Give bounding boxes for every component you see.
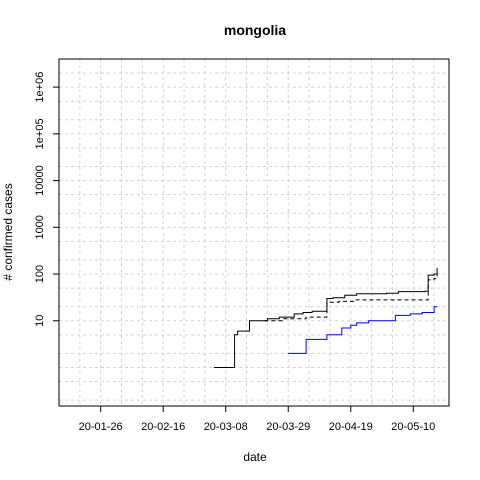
y-axis: 10 100 1000 10000 1e+05 1e+06	[34, 72, 60, 327]
y-axis-label: # confirmed cases	[1, 183, 15, 280]
y-tick-label: 100	[34, 265, 46, 283]
y-tick-label: 1e+06	[34, 72, 46, 103]
x-tick-label: 20-03-29	[266, 421, 310, 433]
y-tick-label: 10	[34, 315, 46, 327]
series-line-2	[264, 274, 438, 322]
y-tick-label: 10000	[34, 165, 46, 196]
x-tick-label: 20-01-26	[79, 421, 123, 433]
grid	[58, 59, 449, 406]
series-line-1	[213, 268, 438, 368]
series-layer	[213, 268, 438, 368]
x-tick-label: 20-04-19	[329, 421, 373, 433]
y-tick-label: 1e+05	[34, 118, 46, 149]
series-line-3	[288, 306, 438, 354]
y-tick-label: 1000	[34, 215, 46, 239]
plot-frame	[58, 58, 450, 407]
x-axis-label: date	[243, 450, 267, 464]
chart-title: mongolia	[224, 22, 286, 38]
x-tick-label: 20-03-08	[204, 421, 248, 433]
x-tick-label: 20-05-10	[391, 421, 435, 433]
x-tick-label: 20-02-16	[141, 421, 185, 433]
x-axis: 20-01-26 20-02-16 20-03-08 20-03-29 20-04-19…	[79, 405, 435, 433]
